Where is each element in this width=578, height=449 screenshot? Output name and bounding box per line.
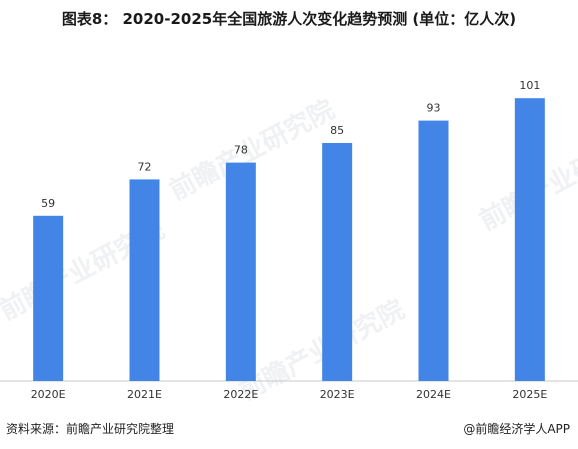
data-label-2021E: 72 — [138, 160, 152, 173]
data-label-2024E: 93 — [427, 102, 441, 115]
x-tick-label-2023E: 2023E — [320, 388, 355, 401]
x-tick-label-2025E: 2025E — [512, 388, 547, 401]
source-note: 资料来源：前瞻产业研究院整理 — [6, 422, 175, 436]
chart-title: 图表8： 2020-2025年全国旅游人次变化趋势预测 (单位：亿人次) — [61, 10, 517, 28]
data-label-2022E: 78 — [234, 144, 248, 157]
bar-2023E — [322, 143, 353, 381]
bar-2022E — [225, 162, 256, 381]
bar-2021E — [129, 179, 160, 381]
x-tick-label-2021E: 2021E — [127, 388, 162, 401]
bar-2020E — [33, 215, 64, 381]
x-tick-label-2022E: 2022E — [223, 388, 258, 401]
bar-2025E — [514, 98, 545, 381]
x-tick-label-2020E: 2020E — [31, 388, 66, 401]
data-label-2023E: 85 — [330, 124, 344, 137]
brand-credit-text: @前瞻经济学人APP — [463, 422, 570, 436]
x-tick-label-2024E: 2024E — [416, 388, 451, 401]
data-label-2025E: 101 — [519, 79, 540, 92]
brand-credit: @前瞻经济学人APP — [463, 420, 570, 437]
bar-2024E — [418, 120, 449, 381]
data-label-2020E: 59 — [41, 197, 55, 210]
